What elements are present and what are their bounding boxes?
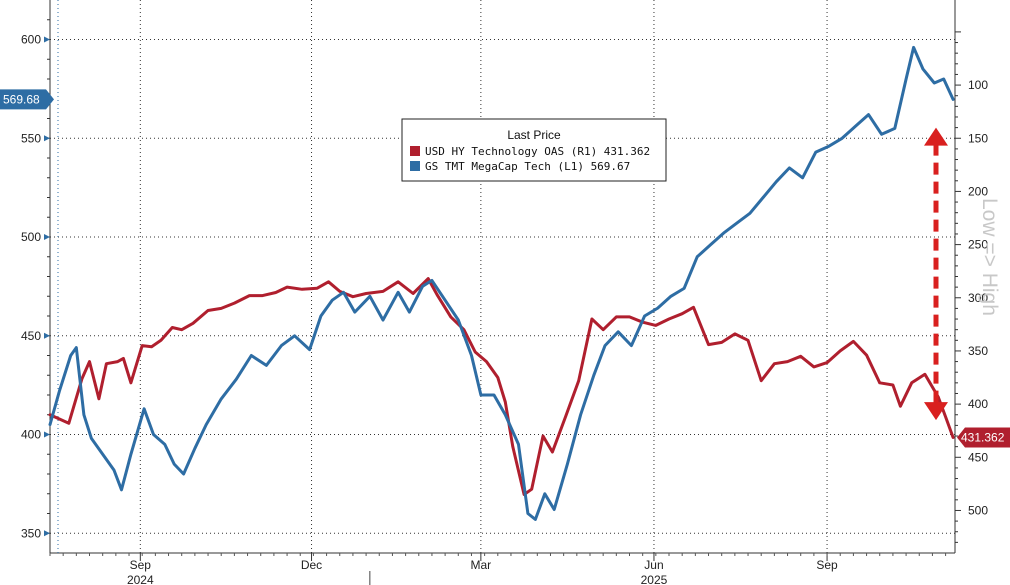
legend-swatch (410, 161, 420, 171)
arrow-head-up (924, 127, 948, 146)
left-tick-label: 500 (21, 230, 41, 244)
legend-box (401, 118, 667, 182)
legend-entry: GS TMT MegaCap Tech (L1) 569.67 (425, 160, 630, 173)
right-price-tag (957, 427, 1010, 448)
left-tick-arrow (44, 431, 50, 438)
left-tick-arrow (44, 332, 50, 339)
right-tick-label: 400 (968, 397, 988, 411)
legend-title: Last Price (507, 128, 561, 142)
last-price-tags: 569.68 431.362 (0, 89, 1010, 448)
x-tick-label: Mar (471, 558, 492, 572)
right-tick-label: 300 (968, 291, 988, 305)
x-tick-label: Sep (816, 558, 838, 572)
left-tick-label: 450 (21, 329, 41, 343)
left-tick-label: 400 (21, 428, 41, 442)
left-axis: 350 400 450 500 550 600 (21, 19, 50, 540)
legend-entry: USD HY Technology OAS (R1) 431.362 (425, 145, 650, 158)
series-line (48, 277, 955, 496)
left-tick-label: 600 (21, 33, 41, 47)
x-tick-label: Jun (644, 558, 663, 572)
range-arrow (924, 127, 948, 421)
right-tick-label: 200 (968, 184, 988, 198)
left-tick-arrow (44, 36, 50, 43)
legend: Last Price USD HY Technology OAS (R1) 431… (401, 118, 667, 182)
right-tick-label: 500 (968, 503, 988, 517)
arrow-head-down (924, 402, 948, 421)
annotation-low-to-high: Low => High (978, 198, 1001, 316)
left-tick-arrow (44, 135, 50, 142)
x-year-label: 2025 (641, 573, 668, 585)
series-line (48, 45, 955, 521)
left-price-tag (0, 89, 54, 110)
left-price-tag-label: 569.68 (3, 92, 40, 106)
right-tick-label: 450 (968, 450, 988, 464)
x-tick-label: Sep (130, 558, 152, 572)
left-tick-arrow (44, 530, 50, 537)
legend-swatch (410, 146, 420, 156)
left-tick-label: 550 (21, 131, 41, 145)
x-tick-label: Dec (301, 558, 322, 572)
right-tick-label: 150 (968, 131, 988, 145)
left-tick-arrow (44, 234, 50, 240)
plot-area (48, 45, 955, 521)
right-price-tag-label: 431.362 (961, 430, 1005, 444)
left-tick-label: 350 (21, 526, 41, 540)
right-tick-label: 250 (968, 238, 988, 252)
right-tick-label: 100 (968, 78, 988, 92)
x-year-label: 2024 (127, 573, 154, 585)
right-tick-label: 350 (968, 344, 988, 358)
right-axis: 100 150 200 250 300 350 400 450 500 (955, 31, 988, 543)
